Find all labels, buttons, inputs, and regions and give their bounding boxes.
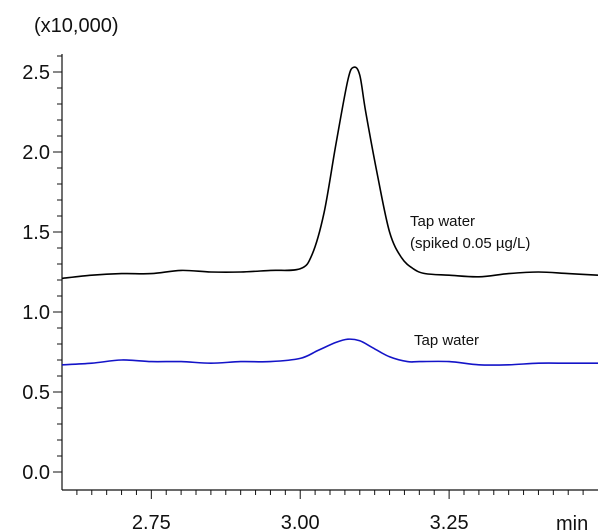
series-line-tap-water	[61, 338, 598, 366]
y-tick-label: 1.5	[22, 222, 50, 244]
y-tick-label: 2.5	[22, 62, 50, 84]
y-axis: 0.0 0.5 1.0 1.5 2.0 2.5	[22, 54, 63, 490]
plot-lines	[61, 66, 598, 366]
y-multiplier-label: (x10,000)	[34, 15, 119, 37]
series-line-spiked	[61, 66, 598, 280]
x-axis-unit-label: min	[556, 513, 588, 532]
annotation-spiked-line2: (spiked 0.05 µg/L)	[410, 235, 530, 252]
y-tick-label: 1.0	[22, 302, 50, 324]
y-tick-label: 2.0	[22, 142, 50, 164]
y-tick-label: 0.0	[22, 462, 50, 484]
x-tick-label: 3.25	[430, 512, 469, 532]
x-tick-label: 3.00	[281, 512, 320, 532]
x-axis: 2.75 3.00 3.25	[62, 489, 598, 532]
annotation-tap-water: Tap water	[414, 332, 479, 349]
y-tick-label: 0.5	[22, 382, 50, 404]
x-tick-label: 2.75	[132, 512, 171, 532]
annotation-spiked-line1: Tap water	[410, 213, 475, 230]
